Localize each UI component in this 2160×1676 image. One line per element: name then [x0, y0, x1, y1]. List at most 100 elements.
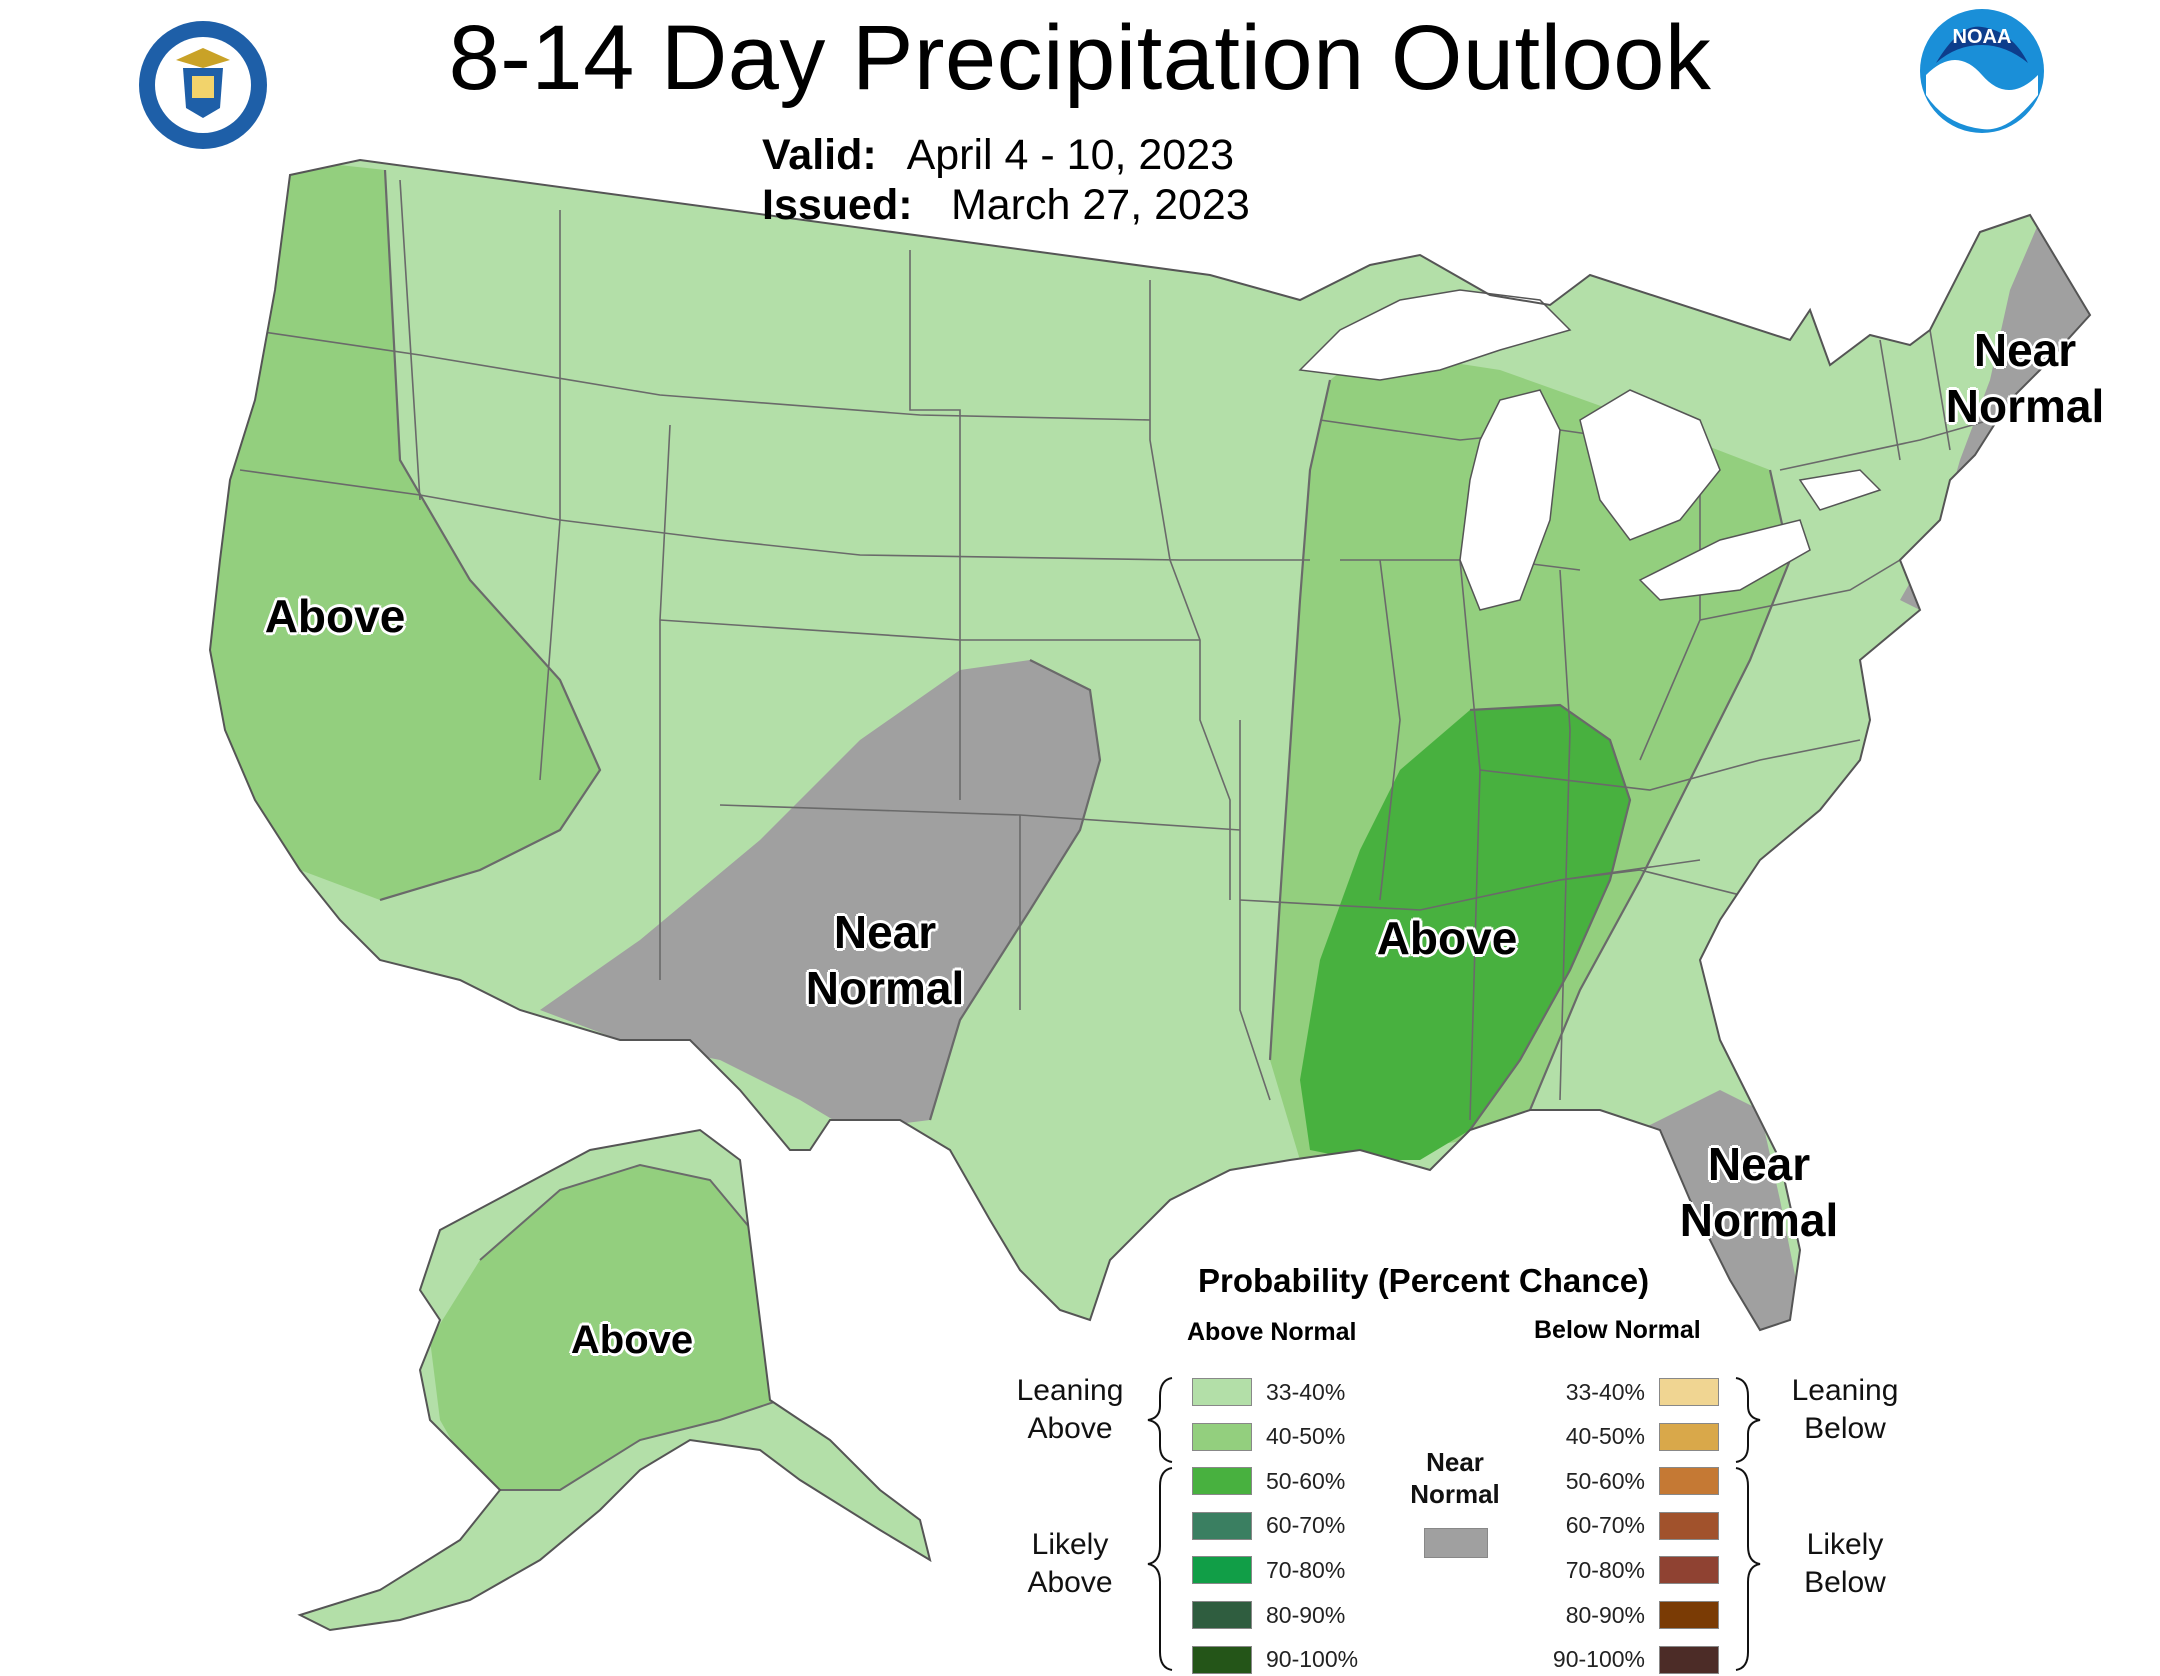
legend-pct-label: 40-50%	[1266, 1423, 1346, 1450]
lake-superior	[1298, 289, 1572, 381]
florida-near-area	[1640, 1090, 1800, 1330]
legend-pct-label: 70-80%	[1266, 1556, 1346, 1583]
legend-below-header: Below Normal	[1534, 1316, 1701, 1344]
legend-swatch	[1192, 1378, 1252, 1406]
brace-likely-above	[1147, 1467, 1173, 1671]
legend-leaning-above-line1: Leaning	[1016, 1374, 1124, 1407]
legend-swatch	[1659, 1422, 1719, 1451]
region-label-florida-line2: Normal	[1679, 1194, 1839, 1246]
legend-swatch	[1192, 1601, 1252, 1629]
legend-leaning-above: Leaning Above	[1005, 1372, 1135, 1448]
mid-atlantic-near-area	[1860, 660, 1930, 870]
legend-near-normal-line1: Near	[1426, 1447, 1484, 1477]
legend-pct-label: 50-60%	[1266, 1467, 1346, 1494]
legend-likely-above-line2: Above	[1027, 1566, 1113, 1599]
date-info: Valid: April 4 - 10, 2023 Issued: March …	[762, 130, 1250, 230]
mississippi-likely-area	[1300, 705, 1630, 1160]
legend-leaning-below-line2: Below	[1804, 1412, 1886, 1445]
region-label-florida: Near Normal	[1664, 1136, 1854, 1248]
legend-above-header: Above Normal	[1187, 1318, 1357, 1346]
legend-likely-below-line2: Below	[1804, 1566, 1886, 1599]
legend-near-normal-swatch	[1424, 1528, 1488, 1558]
region-label-mississippi: Above	[1376, 912, 1518, 964]
noaa-logo-text: NOAA	[1953, 26, 2012, 48]
legend-swatch	[1192, 1645, 1252, 1674]
west-above-area	[210, 160, 600, 900]
region-label-new-england-line2: Normal	[1945, 380, 2105, 432]
legend-near-normal-line2: Normal	[1410, 1479, 1500, 1509]
legend-below-row: 50-60%	[1535, 1466, 1719, 1496]
region-label-southwest-line1: Near	[833, 906, 937, 958]
region-label-southwest-line2: Normal	[805, 962, 965, 1014]
legend-swatch	[1192, 1511, 1252, 1540]
legend-pct-label: 40-50%	[1565, 1423, 1645, 1450]
legend-pct-label: 60-70%	[1565, 1512, 1645, 1539]
legend-above-row: 33-40%	[1192, 1377, 1345, 1407]
legend-swatch	[1659, 1467, 1719, 1496]
legend-pct-label: 80-90%	[1565, 1601, 1645, 1628]
legend-above-row: 40-50%	[1192, 1422, 1345, 1452]
legend-swatch	[1659, 1556, 1719, 1585]
brace-leaning-above	[1147, 1377, 1173, 1463]
lake-huron	[1579, 389, 1721, 541]
region-label-new-england-line1: Near	[1973, 324, 2077, 376]
legend-leaning-below: Leaning Below	[1780, 1372, 1910, 1448]
legend-swatch	[1192, 1422, 1252, 1451]
valid-label: Valid:	[762, 131, 877, 179]
legend-swatch	[1659, 1601, 1719, 1629]
legend-below-row: 90-100%	[1535, 1645, 1719, 1675]
legend-pct-label: 33-40%	[1266, 1378, 1346, 1405]
brace-likely-below	[1735, 1467, 1761, 1671]
legend-likely-below: Likely Below	[1780, 1526, 1910, 1602]
legend-pct-label: 90-100%	[1552, 1646, 1645, 1673]
commerce-seal-icon	[139, 21, 267, 149]
alaska-shading	[300, 1130, 930, 1630]
legend-swatch	[1659, 1378, 1719, 1406]
legend-pct-label: 33-40%	[1565, 1378, 1645, 1405]
legend-braces-above	[1147, 1377, 1173, 1671]
legend-leaning-below-line1: Leaning	[1791, 1374, 1899, 1407]
region-label-southwest: Near Normal	[790, 904, 980, 1016]
region-label-west: Above	[264, 590, 406, 642]
legend-below-row: 40-50%	[1535, 1422, 1719, 1452]
legend-title: Probability (Percent Chance)	[1198, 1262, 1650, 1299]
legend-below-row: 60-70%	[1535, 1511, 1719, 1541]
legend-pct-label: 70-80%	[1565, 1556, 1645, 1583]
map-title: 8-14 Day Precipitation Outlook	[448, 7, 1712, 109]
legend-swatch	[1659, 1645, 1719, 1674]
legend-above-row: 50-60%	[1192, 1466, 1345, 1496]
legend-likely-below-line1: Likely	[1806, 1528, 1884, 1561]
alaska-outline	[297, 1128, 932, 1632]
great-lakes	[1298, 289, 1882, 611]
region-label-florida-line1: Near	[1707, 1138, 1811, 1190]
legend-below-row: 33-40%	[1535, 1377, 1719, 1407]
brace-leaning-below	[1735, 1377, 1761, 1463]
legend-leaning-above-line2: Above	[1027, 1412, 1113, 1445]
legend-braces-below	[1735, 1377, 1761, 1671]
lake-michigan	[1459, 389, 1561, 611]
legend-likely-above: Likely Above	[1005, 1526, 1135, 1602]
valid-date: April 4 - 10, 2023	[906, 131, 1235, 179]
issued-date: March 27, 2023	[950, 181, 1250, 229]
legend-below-row: 70-80%	[1535, 1555, 1719, 1585]
lake-ontario	[1798, 469, 1882, 511]
legend-swatch	[1659, 1511, 1719, 1540]
issued-label: Issued:	[762, 181, 913, 229]
legend-below-row: 80-90%	[1535, 1600, 1719, 1630]
legend-pct-label: 90-100%	[1266, 1646, 1359, 1673]
legend-above-row: 80-90%	[1192, 1600, 1345, 1630]
legend-swatch	[1192, 1467, 1252, 1496]
legend-above-row: 70-80%	[1192, 1555, 1345, 1585]
noaa-logo-icon: NOAA	[1920, 9, 2044, 133]
legend-pct-label: 50-60%	[1565, 1467, 1645, 1494]
region-label-new-england: Near Normal	[1930, 322, 2120, 434]
lake-erie	[1638, 519, 1811, 601]
legend-pct-label: 80-90%	[1266, 1601, 1346, 1628]
region-label-alaska: Above	[570, 1318, 694, 1362]
legend-above-row: 60-70%	[1192, 1511, 1345, 1541]
legend-above-row: 90-100%	[1192, 1645, 1358, 1675]
legend-likely-above-line1: Likely	[1031, 1528, 1109, 1561]
legend-near-normal: Near Normal	[1400, 1446, 1510, 1510]
legend-swatch	[1192, 1556, 1252, 1585]
